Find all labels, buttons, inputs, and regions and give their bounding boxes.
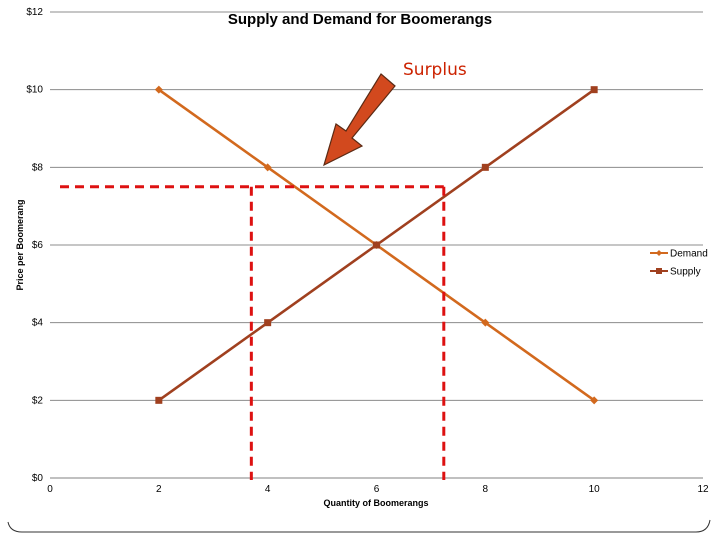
x-tick-label: 2 — [156, 484, 162, 495]
legend-label: Demand — [670, 249, 708, 260]
supply-point — [155, 396, 163, 404]
legend-marker — [656, 268, 662, 274]
demand-point — [590, 396, 599, 405]
x-axis-ticks: 0 2 4 6 8 10 12 — [47, 484, 709, 495]
x-tick-label: 6 — [374, 484, 380, 495]
y-tick-label: $4 — [32, 318, 44, 329]
y-tick-label: $6 — [32, 240, 44, 251]
supply-point — [264, 319, 272, 327]
supply-point — [590, 86, 598, 94]
demand-point — [481, 318, 490, 327]
legend-marker — [656, 250, 662, 256]
demand-point — [154, 85, 163, 94]
x-tick-label: 8 — [483, 484, 489, 495]
slide-border-curve — [7, 519, 711, 533]
y-tick-label: $2 — [32, 395, 44, 406]
y-tick-label: $0 — [32, 473, 44, 484]
y-tick-label: $12 — [26, 7, 43, 18]
surplus-annotation-lines — [60, 185, 446, 480]
chart-title: Supply and Demand for Boomerangs — [228, 11, 492, 28]
supply-point — [373, 241, 380, 249]
surplus-label: Surplus — [403, 60, 467, 80]
x-tick-label: 10 — [589, 484, 601, 495]
grid-lines — [50, 11, 703, 401]
y-tick-label: $10 — [26, 85, 43, 96]
legend: Demand Supply — [650, 249, 708, 278]
x-tick-label: 12 — [697, 484, 709, 495]
surplus-arrow-icon — [323, 73, 396, 167]
x-axis-label: Quantity of Boomerangs — [323, 498, 428, 508]
x-tick-label: 4 — [265, 484, 271, 495]
x-tick-label: 0 — [47, 484, 53, 495]
demand-point — [263, 163, 272, 172]
series-layer — [154, 85, 599, 405]
y-tick-label: $8 — [32, 162, 44, 173]
legend-label: Supply — [670, 267, 701, 278]
y-axis-label: Price per Boomerang — [15, 199, 25, 290]
y-axis-ticks: $0 $2 $4 $6 $8 $10 $12 — [26, 7, 43, 484]
supply-point — [481, 163, 489, 171]
